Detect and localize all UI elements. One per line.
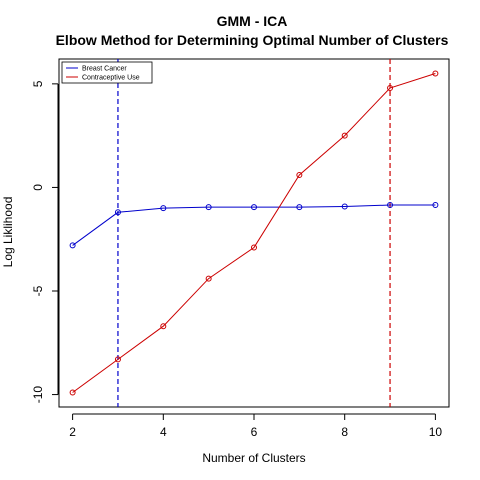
series-layer — [69, 70, 439, 396]
y-tick-label: -5 — [31, 285, 45, 296]
legend-label-1: Contraceptive Use — [82, 75, 140, 82]
series-0-point-1 — [114, 209, 121, 216]
y-tick-label: -10 — [31, 386, 45, 404]
series-1-point-7 — [387, 85, 394, 91]
series-0-point-6 — [341, 203, 348, 210]
reference-lines — [117, 59, 391, 407]
legend: Breast Cancer Contraceptive Use — [61, 61, 153, 84]
plot-area-border — [58, 58, 450, 408]
series-0-point-0 — [69, 242, 76, 249]
series-0-point-7 — [387, 202, 394, 209]
series-line-0 — [72, 204, 436, 246]
series-0-point-8 — [432, 202, 439, 209]
series-1-point-0 — [69, 389, 76, 396]
x-tick-label: 6 — [251, 425, 258, 439]
series-1-point-8 — [432, 70, 439, 77]
series-1-point-5 — [296, 172, 303, 178]
series-0-point-2 — [160, 205, 167, 212]
chart-title: GMM - ICA — [217, 13, 288, 29]
series-0-point-4 — [251, 204, 257, 211]
legend-label-0: Breast Cancer — [82, 66, 127, 73]
series-1-point-2 — [160, 323, 167, 330]
x-tick-label: 10 — [429, 425, 443, 439]
y-axis: -10 -5 0 5 — [31, 80, 59, 404]
x-axis-label: Number of Clusters — [202, 451, 305, 465]
series-1-point-4 — [251, 244, 257, 251]
x-axis: 2 4 6 8 10 — [69, 413, 443, 439]
series-line-1 — [72, 73, 436, 393]
series-1-point-6 — [341, 132, 348, 139]
y-tick-label: 0 — [31, 184, 45, 191]
x-tick-label: 2 — [69, 425, 76, 439]
series-0-point-3 — [205, 204, 212, 211]
y-axis-label: Log Liklihood — [1, 197, 15, 268]
legend-box — [61, 61, 153, 84]
x-tick-label: 8 — [341, 425, 348, 439]
series-1-point-1 — [114, 356, 121, 363]
y-tick-label: 5 — [31, 80, 45, 87]
x-tick-label: 4 — [160, 425, 167, 439]
series-0-point-5 — [296, 204, 303, 211]
chart-subtitle: Elbow Method for Determining Optimal Num… — [56, 32, 449, 48]
series-1-point-3 — [205, 275, 212, 282]
